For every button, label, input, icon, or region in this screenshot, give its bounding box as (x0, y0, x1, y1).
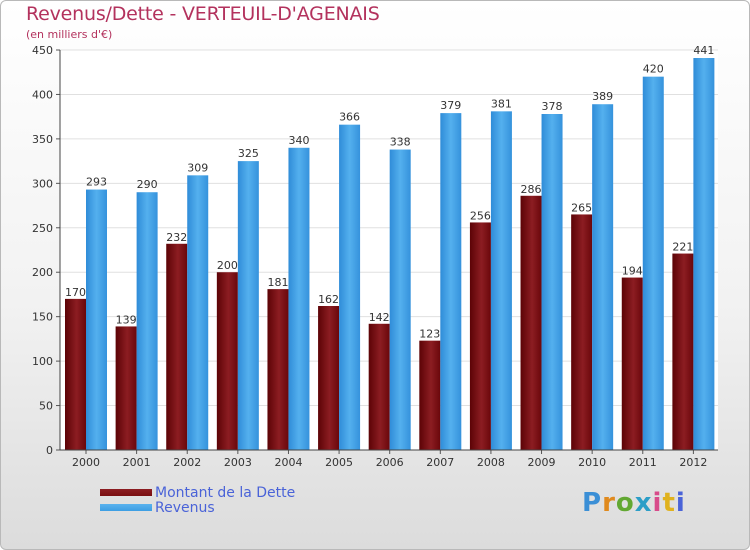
y-tick-label: 150 (32, 311, 53, 324)
data-label-dette: 170 (65, 286, 86, 299)
bar-dette (419, 340, 441, 450)
bar-revenus (136, 192, 158, 450)
x-tick-label: 2001 (123, 456, 151, 469)
bar-dette (672, 253, 694, 450)
logo-letter: t (662, 488, 676, 518)
proxiti-logo: Proxiti (582, 488, 686, 518)
data-label-revenus: 340 (288, 134, 309, 147)
bar-dette (267, 289, 289, 450)
data-label-revenus: 325 (238, 147, 259, 160)
data-label-dette: 194 (622, 265, 643, 278)
x-tick-label: 2002 (173, 456, 201, 469)
bar-revenus (288, 147, 310, 450)
y-tick-label: 400 (32, 88, 53, 101)
data-label-revenus: 293 (86, 176, 107, 189)
data-label-dette: 200 (217, 259, 238, 272)
legend-label-revenus: Revenus (155, 500, 215, 516)
y-tick-label: 450 (32, 44, 53, 57)
logo-letter: i (652, 488, 663, 518)
x-tick-label: 2006 (376, 456, 404, 469)
x-tick-label: 2009 (528, 456, 556, 469)
data-label-revenus: 378 (542, 100, 563, 113)
data-label-dette: 232 (166, 231, 187, 244)
data-label-dette: 162 (318, 293, 339, 306)
x-tick-label: 2012 (679, 456, 707, 469)
data-label-dette: 286 (521, 183, 542, 196)
bar-dette (166, 243, 188, 450)
x-tick-label: 2011 (629, 456, 657, 469)
bar-revenus (389, 149, 411, 451)
legend-swatch-revenus (100, 504, 152, 511)
data-label-revenus: 366 (339, 111, 360, 124)
bar-dette (115, 326, 137, 450)
bar-revenus (642, 76, 664, 451)
x-tick-label: 2000 (72, 456, 100, 469)
data-label-revenus: 379 (440, 99, 461, 112)
bar-dette (65, 298, 86, 450)
legend-swatch-dette (100, 489, 152, 496)
x-tick-label: 2010 (578, 456, 606, 469)
logo-letter: i (675, 488, 686, 518)
y-tick-label: 0 (46, 444, 53, 457)
data-label-revenus: 441 (693, 44, 714, 57)
data-label-revenus: 290 (137, 178, 158, 191)
data-label-dette: 221 (672, 241, 693, 254)
bar-revenus (339, 124, 361, 451)
bar-dette (469, 222, 491, 450)
bar-revenus (490, 111, 512, 450)
data-label-dette: 181 (267, 276, 288, 289)
x-tick-label: 2005 (325, 456, 353, 469)
data-label-revenus: 381 (491, 97, 512, 110)
data-label-dette: 256 (470, 209, 491, 222)
y-tick-label: 250 (32, 222, 53, 235)
y-tick-label: 350 (32, 133, 53, 146)
data-label-dette: 139 (116, 313, 137, 326)
y-tick-label: 200 (32, 266, 53, 279)
bar-revenus (592, 104, 614, 450)
bar-revenus (187, 175, 209, 451)
data-label-dette: 123 (419, 328, 440, 341)
bar-dette (571, 214, 593, 450)
data-label-revenus: 389 (592, 90, 613, 103)
y-tick-label: 100 (32, 355, 53, 368)
bar-dette (520, 195, 542, 450)
bar-revenus (693, 58, 715, 450)
bar-dette (368, 323, 390, 450)
x-tick-label: 2007 (426, 456, 454, 469)
chart-title: Revenus/Dette - VERTEUIL-D'AGENAIS (26, 3, 380, 25)
y-tick-label: 300 (32, 177, 53, 190)
data-label-dette: 142 (369, 311, 390, 324)
bar-dette (621, 277, 643, 450)
data-label-revenus: 309 (187, 161, 208, 174)
bar-revenus (86, 189, 107, 451)
bar-dette (216, 272, 238, 450)
data-label-dette: 265 (571, 201, 592, 214)
data-label-revenus: 420 (643, 63, 664, 76)
data-label-revenus: 338 (390, 136, 411, 149)
x-tick-label: 2003 (224, 456, 252, 469)
bar-revenus (541, 114, 563, 450)
chart-subtitle: (en milliers d'€) (26, 28, 113, 41)
y-tick-label: 50 (39, 400, 53, 413)
logo-letter: r (602, 488, 616, 518)
logo-letter: o (615, 488, 635, 518)
bar-revenus (237, 161, 259, 450)
x-tick-label: 2004 (274, 456, 302, 469)
logo-letter: x (634, 488, 653, 518)
bar-dette (318, 306, 340, 450)
legend-label-dette: Montant de la Dette (155, 485, 296, 501)
logo-letter: P (582, 488, 603, 518)
bar-revenus (440, 113, 462, 450)
x-tick-label: 2008 (477, 456, 505, 469)
